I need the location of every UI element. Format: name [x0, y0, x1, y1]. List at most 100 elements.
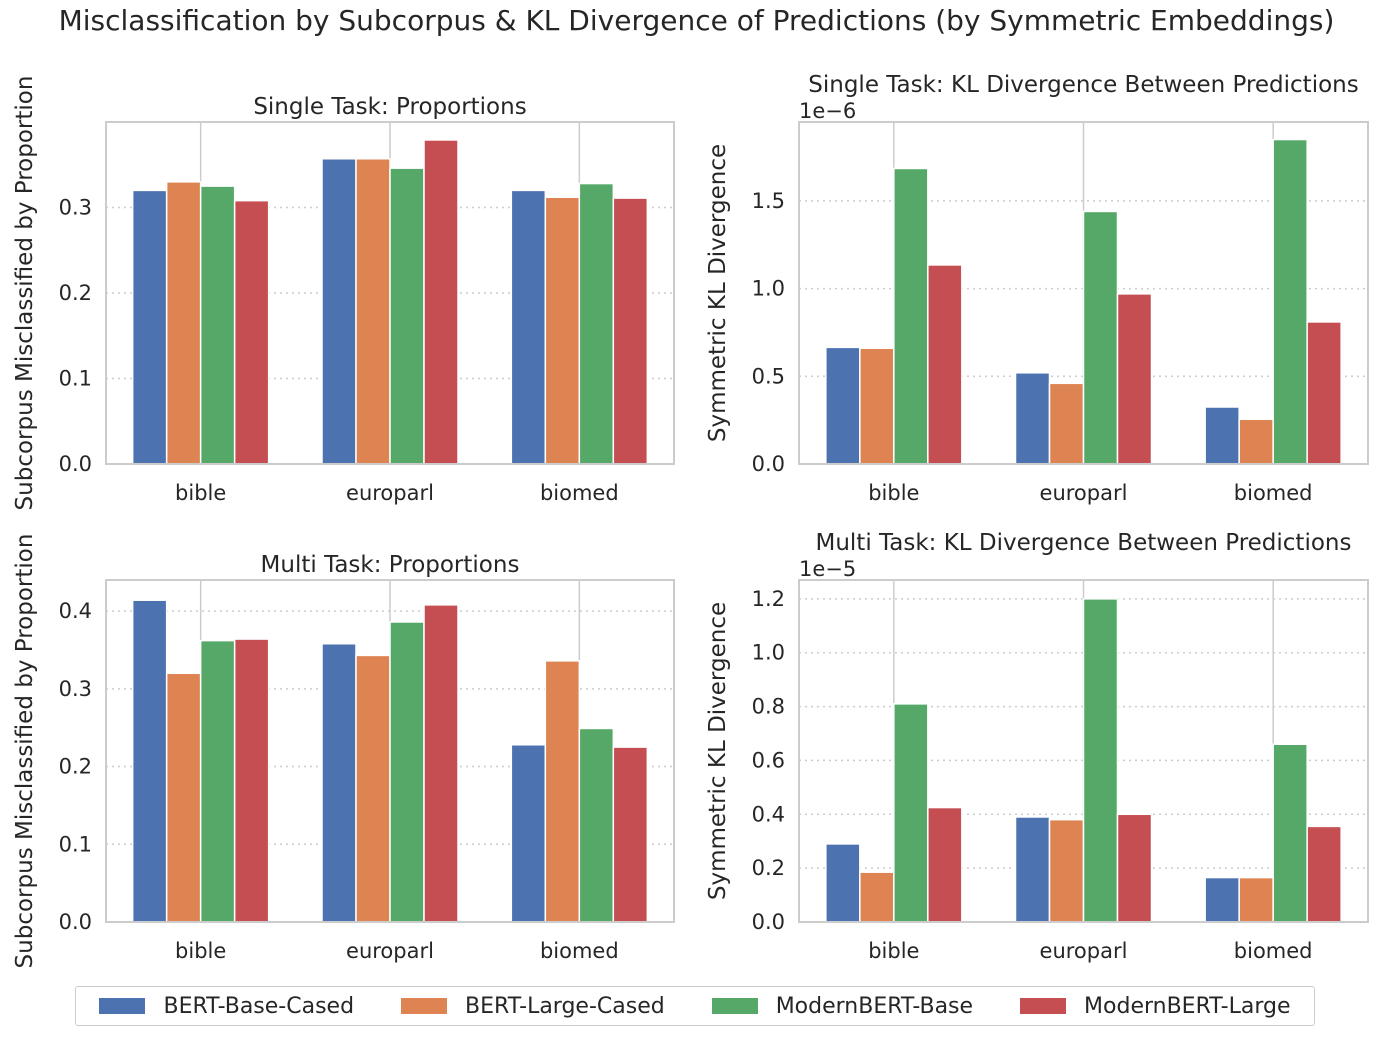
- bar: [355, 158, 391, 465]
- bar: [544, 660, 581, 923]
- y-tick-label: 0.2: [752, 856, 785, 880]
- bar: [510, 744, 547, 923]
- x-tick-label: europarl: [346, 481, 434, 505]
- bar: [1082, 598, 1119, 923]
- legend-swatch-bert-base-cased: [99, 998, 146, 1014]
- figure-title: Misclassification by Subcorpus & KL Dive…: [58, 4, 1335, 37]
- y-tick-label: 0.3: [59, 196, 92, 220]
- y-axis-label: Subcorpus Misclassified by Proportion: [12, 534, 38, 969]
- bar: [1306, 321, 1342, 465]
- y-tick-label: 0.2: [59, 281, 92, 305]
- bar: [612, 746, 649, 923]
- y-tick-label: 0.8: [752, 695, 785, 719]
- bar: [355, 654, 391, 923]
- bar: [1306, 825, 1342, 923]
- bar: [1204, 406, 1240, 465]
- bar: [927, 806, 963, 923]
- bar: [927, 264, 963, 465]
- bar: [510, 189, 547, 465]
- subplot-title: Multi Task: KL Divergence Between Predic…: [816, 530, 1352, 556]
- x-tick-label: europarl: [1040, 939, 1128, 963]
- bar: [321, 158, 357, 465]
- bar: [1048, 382, 1085, 465]
- bar: [389, 621, 425, 923]
- axis-offset-label: 1e−6: [799, 99, 856, 123]
- bar: [389, 167, 425, 465]
- plot-frame: [105, 121, 675, 465]
- legend-item-bert-large-cased: BERT-Large-Cased: [401, 994, 665, 1019]
- bar: [423, 604, 459, 923]
- y-tick-label: 0.4: [59, 599, 92, 623]
- x-tick-label: bible: [175, 939, 226, 963]
- x-tick-label: bible: [868, 481, 919, 505]
- x-tick-label: biomed: [540, 939, 619, 963]
- bar: [1272, 138, 1308, 465]
- legend-item-bert-base-cased: BERT-Base-Cased: [99, 994, 354, 1019]
- plot-frame: [798, 121, 1369, 465]
- bar: [1116, 813, 1153, 923]
- bar: [578, 182, 615, 465]
- bar: [321, 642, 357, 923]
- legend-label: ModernBERT-Base: [775, 993, 974, 1019]
- bar: [1272, 743, 1308, 923]
- bar: [1204, 876, 1240, 923]
- legend-label: ModernBERT-Large: [1084, 993, 1291, 1019]
- bar: [893, 167, 929, 465]
- bar: [233, 638, 270, 923]
- y-axis-label: Symmetric KL Divergence: [705, 602, 731, 900]
- x-tick-label: biomed: [540, 481, 619, 505]
- y-tick-label: 1.5: [752, 189, 785, 213]
- y-tick-label: 0.3: [59, 677, 92, 701]
- y-tick-label: 0.0: [59, 910, 92, 934]
- y-axis-label: Subcorpus Misclassified by Proportion: [12, 76, 38, 511]
- x-tick-label: biomed: [1234, 481, 1313, 505]
- legend-item-modernbert-base: ModernBERT-Base: [711, 993, 974, 1019]
- bar: [1116, 293, 1153, 465]
- y-tick-label: 1.0: [752, 277, 785, 301]
- bar: [825, 843, 861, 923]
- bar: [423, 139, 459, 465]
- bar: [165, 672, 202, 923]
- legend-item-modernbert-large: ModernBERT-Large: [1020, 993, 1291, 1019]
- y-tick-label: 0.4: [752, 802, 785, 826]
- bar: [893, 703, 929, 923]
- bar: [131, 189, 168, 465]
- legend: BERT-Base-Cased BERT-Large-Cased ModernB…: [75, 986, 1315, 1026]
- x-tick-label: biomed: [1234, 939, 1313, 963]
- bar: [1014, 372, 1051, 465]
- bar: [199, 185, 236, 465]
- subplot-title: Single Task: KL Divergence Between Predi…: [808, 72, 1358, 98]
- y-tick-label: 0.0: [59, 452, 92, 476]
- bar: [233, 199, 270, 465]
- bar: [199, 639, 236, 923]
- bar: [578, 727, 615, 923]
- plot-frame: [105, 579, 675, 923]
- bar: [165, 181, 202, 465]
- bar: [131, 599, 168, 923]
- x-tick-label: europarl: [346, 939, 434, 963]
- legend-swatch-modernbert-base: [711, 998, 758, 1014]
- legend-swatch-modernbert-large: [1020, 998, 1067, 1014]
- y-tick-label: 0.2: [59, 755, 92, 779]
- y-tick-label: 0.5: [752, 364, 785, 388]
- y-tick-label: 0.0: [752, 910, 785, 934]
- y-axis-label: Symmetric KL Divergence: [705, 144, 731, 442]
- legend-label: BERT-Large-Cased: [465, 993, 665, 1019]
- legend-label: BERT-Base-Cased: [163, 993, 355, 1019]
- x-tick-label: europarl: [1040, 481, 1128, 505]
- y-tick-label: 0.0: [752, 452, 785, 476]
- subplot-title: Single Task: Proportions: [253, 94, 526, 120]
- y-tick-label: 0.1: [59, 832, 92, 856]
- y-tick-label: 1.0: [752, 641, 785, 665]
- bar: [859, 347, 895, 465]
- y-tick-label: 1.2: [752, 587, 785, 611]
- bar: [612, 197, 649, 465]
- bar: [1048, 818, 1085, 923]
- plot-frame: [798, 579, 1369, 923]
- bar: [1238, 418, 1274, 465]
- bar: [825, 346, 861, 465]
- bar: [1014, 816, 1051, 923]
- axis-offset-label: 1e−5: [799, 557, 856, 581]
- x-tick-label: bible: [175, 481, 226, 505]
